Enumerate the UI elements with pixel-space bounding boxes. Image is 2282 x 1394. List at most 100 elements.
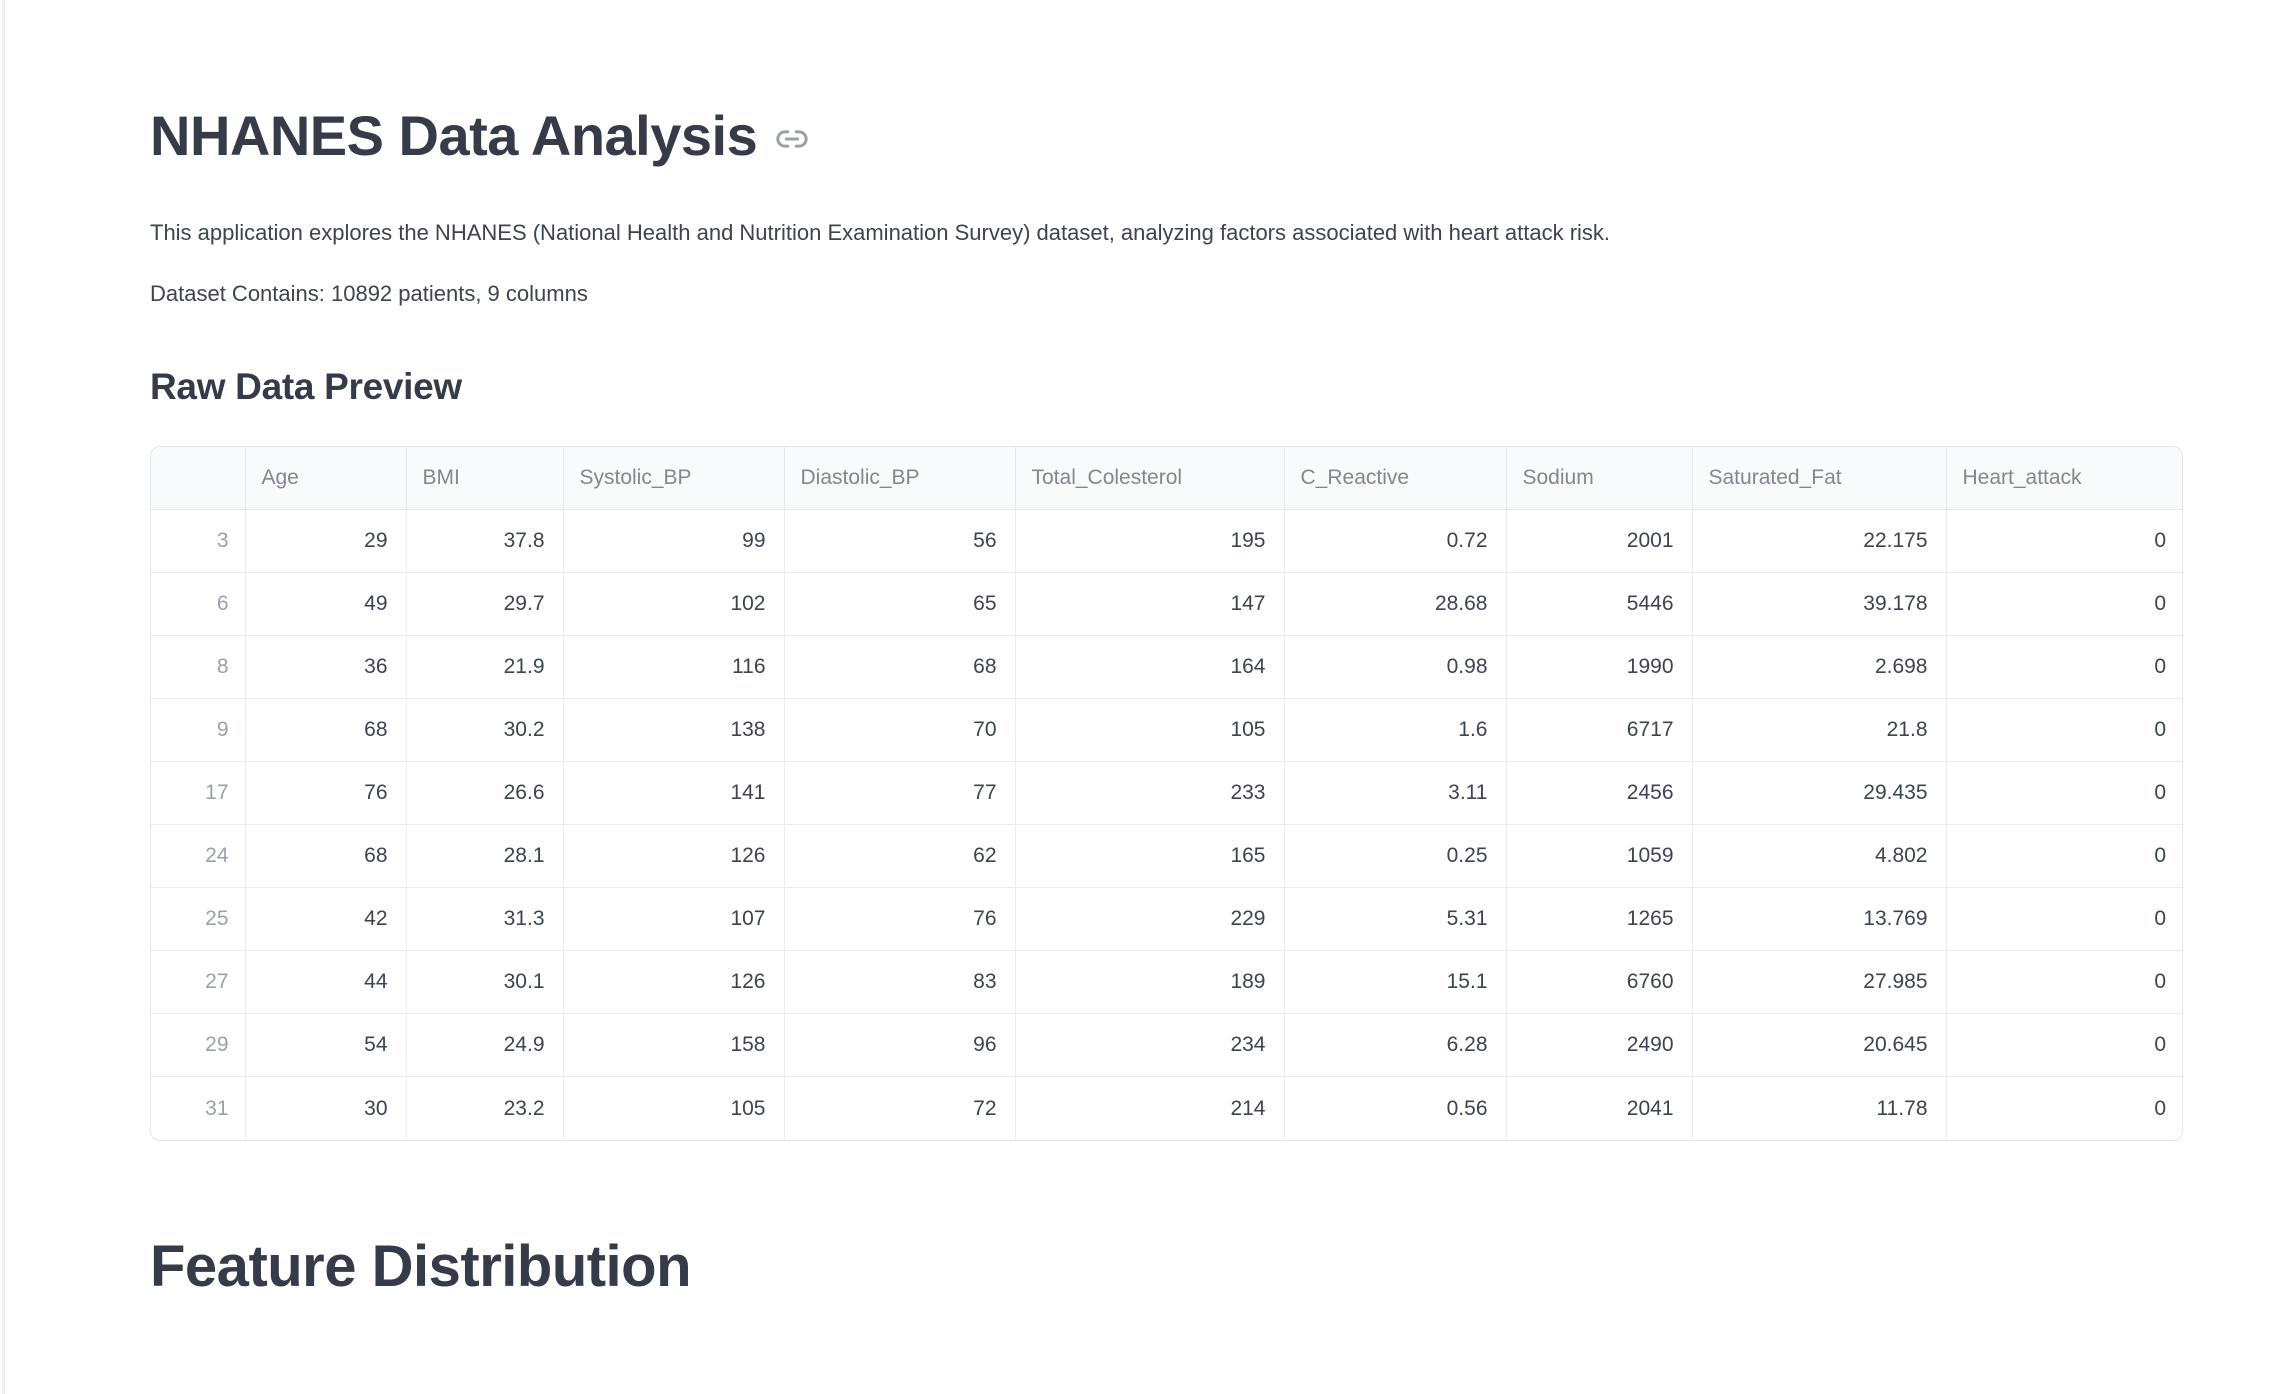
- cell: 0: [1946, 950, 2182, 1015]
- cell: 4.802: [1692, 824, 1947, 889]
- column-header-systolic_bp[interactable]: Systolic_BP: [563, 446, 785, 511]
- row-index: 27: [151, 950, 246, 1015]
- cell: 2.698: [1692, 635, 1947, 700]
- cell: 39.178: [1692, 572, 1947, 637]
- table-row: 27 44 30.1 126 83 189 15.1 6760 27.985 0: [151, 950, 2182, 1015]
- page-title: NHANES Data Analysis: [150, 104, 2183, 168]
- column-header-bmi[interactable]: BMI: [406, 446, 564, 511]
- cell: 31.3: [406, 887, 564, 952]
- page-title-text: NHANES Data Analysis: [150, 104, 758, 167]
- cell: 126: [563, 950, 785, 1015]
- cell: 1990: [1506, 635, 1693, 700]
- row-index: 6: [151, 572, 246, 637]
- table-row: 3 29 37.8 99 56 195 0.72 2001 22.175 0: [151, 509, 2182, 574]
- table-row: 25 42 31.3 107 76 229 5.31 1265 13.769 0: [151, 887, 2182, 952]
- row-index: 3: [151, 509, 246, 574]
- cell: 6760: [1506, 950, 1693, 1015]
- column-header-saturated_fat[interactable]: Saturated_Fat: [1692, 446, 1947, 511]
- link-icon[interactable]: [775, 122, 809, 156]
- cell: 195: [1015, 509, 1285, 574]
- column-header-sodium[interactable]: Sodium: [1506, 446, 1693, 511]
- cell: 0: [1946, 635, 2182, 700]
- cell: 5.31: [1284, 887, 1507, 952]
- raw-data-table: Age BMI Systolic_BP Diastolic_BP Total_Coles…: [151, 446, 2182, 1140]
- cell: 30.1: [406, 950, 564, 1015]
- cell: 165: [1015, 824, 1285, 889]
- cell: 15.1: [1284, 950, 1507, 1015]
- cell: 6.28: [1284, 1013, 1507, 1078]
- cell: 6717: [1506, 698, 1693, 763]
- notebook-page: NHANES Data Analysis This application ex…: [150, 104, 2183, 1299]
- cell: 68: [245, 698, 407, 763]
- cell: 189: [1015, 950, 1285, 1015]
- cell: 0.72: [1284, 509, 1507, 574]
- table-row: 6 49 29.7 102 65 147 28.68 5446 39.178 0: [151, 572, 2182, 637]
- cell: 105: [1015, 698, 1285, 763]
- table-row: 17 76 26.6 141 77 233 3.11 2456 29.435 0: [151, 761, 2182, 826]
- cell: 2001: [1506, 509, 1693, 574]
- cell: 11.78: [1692, 1076, 1947, 1140]
- row-index: 17: [151, 761, 246, 826]
- cell: 36: [245, 635, 407, 700]
- cell: 76: [784, 887, 1016, 952]
- cell: 0.98: [1284, 635, 1507, 700]
- cell: 1265: [1506, 887, 1693, 952]
- cell: 2456: [1506, 761, 1693, 826]
- cell: 62: [784, 824, 1016, 889]
- cell: 23.2: [406, 1076, 564, 1140]
- cell: 20.645: [1692, 1013, 1947, 1078]
- cell: 30.2: [406, 698, 564, 763]
- cell: 126: [563, 824, 785, 889]
- cell: 13.769: [1692, 887, 1947, 952]
- row-index: 29: [151, 1013, 246, 1078]
- cell: 29: [245, 509, 407, 574]
- cell: 116: [563, 635, 785, 700]
- cell: 0: [1946, 824, 2182, 889]
- cell: 28.68: [1284, 572, 1507, 637]
- corner-header[interactable]: [151, 446, 246, 511]
- cell: 105: [563, 1076, 785, 1140]
- dataset-summary: Dataset Contains: 10892 patients, 9 colu…: [150, 281, 588, 307]
- table-row: 29 54 24.9 158 96 234 6.28 2490 20.645 0: [151, 1013, 2182, 1078]
- table-row: 31 30 23.2 105 72 214 0.56 2041 11.78 0: [151, 1076, 2182, 1140]
- cell: 44: [245, 950, 407, 1015]
- cell: 107: [563, 887, 785, 952]
- cell: 0: [1946, 509, 2182, 574]
- cell: 0.56: [1284, 1076, 1507, 1140]
- column-header-diastolic_bp[interactable]: Diastolic_BP: [784, 446, 1016, 511]
- table-row: 24 68 28.1 126 62 165 0.25 1059 4.802 0: [151, 824, 2182, 889]
- column-header-total_colesterol[interactable]: Total_Colesterol: [1015, 446, 1285, 511]
- cell: 1.6: [1284, 698, 1507, 763]
- cell: 5446: [1506, 572, 1693, 637]
- cell: 24.9: [406, 1013, 564, 1078]
- column-header-heart_attack[interactable]: Heart_attack: [1946, 446, 2182, 511]
- raw-data-table-container: Age BMI Systolic_BP Diastolic_BP Total_Coles…: [150, 445, 2183, 1141]
- cell: 99: [563, 509, 785, 574]
- table-row: 8 36 21.9 116 68 164 0.98 1990 2.698 0: [151, 635, 2182, 700]
- cell: 68: [245, 824, 407, 889]
- table-row: 9 68 30.2 138 70 105 1.6 6717 21.8 0: [151, 698, 2182, 763]
- cell: 0.25: [1284, 824, 1507, 889]
- cell: 0: [1946, 887, 2182, 952]
- row-index: 24: [151, 824, 246, 889]
- cell: 102: [563, 572, 785, 637]
- cell: 229: [1015, 887, 1285, 952]
- section-heading-raw-data-preview: Raw Data Preview: [150, 365, 462, 407]
- cell: 96: [784, 1013, 1016, 1078]
- cell: 138: [563, 698, 785, 763]
- cell: 72: [784, 1076, 1016, 1140]
- cell: 28.1: [406, 824, 564, 889]
- cell: 37.8: [406, 509, 564, 574]
- row-index: 8: [151, 635, 246, 700]
- column-header-c_reactive[interactable]: C_Reactive: [1284, 446, 1507, 511]
- cell: 68: [784, 635, 1016, 700]
- row-index: 31: [151, 1076, 246, 1140]
- cell: 29.435: [1692, 761, 1947, 826]
- cell: 56: [784, 509, 1016, 574]
- cell: 65: [784, 572, 1016, 637]
- cell: 30: [245, 1076, 407, 1140]
- cell: 0: [1946, 1013, 2182, 1078]
- cell: 2490: [1506, 1013, 1693, 1078]
- column-header-age[interactable]: Age: [245, 446, 407, 511]
- row-index: 25: [151, 887, 246, 952]
